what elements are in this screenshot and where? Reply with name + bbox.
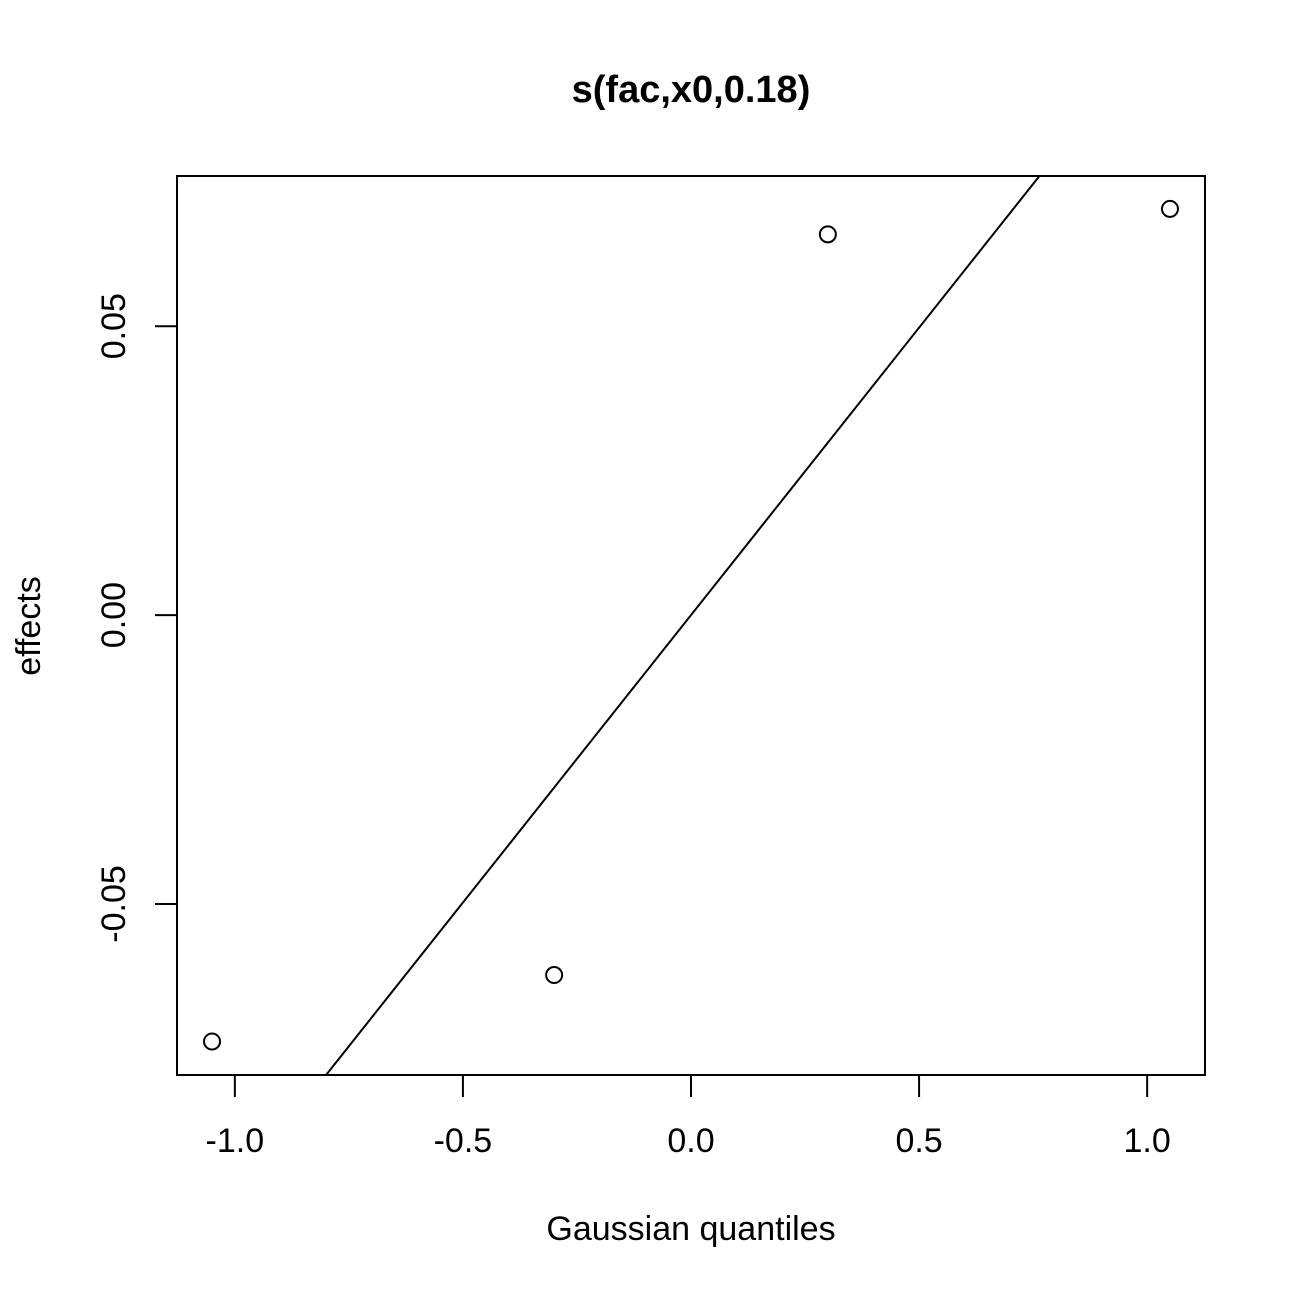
data-point (203, 1032, 222, 1051)
data-point (545, 966, 564, 985)
x-tick-label: -0.5 (434, 1122, 493, 1160)
x-tick-label: 0.5 (895, 1122, 942, 1160)
data-point (818, 225, 837, 244)
y-tick-label: 0.05 (95, 293, 133, 359)
x-tick-label: 1.0 (1124, 1122, 1171, 1160)
data-point (1160, 199, 1179, 218)
reference-line-group (325, 175, 1041, 1076)
x-axis-label: Gaussian quantiles (546, 1210, 835, 1248)
y-axis-label: effects (10, 576, 48, 676)
plot-area (176, 175, 1206, 1076)
y-tick-label: 0.00 (95, 582, 133, 648)
reference-line (325, 175, 1041, 1076)
points-group (203, 199, 1179, 1051)
y-tick-label: -0.05 (95, 865, 133, 943)
y-axis: -0.05 0.00 0.05 (95, 293, 177, 943)
chart-title: s(fac,x0,0.18) (572, 69, 811, 111)
x-tick-label: 0.0 (667, 1122, 714, 1160)
x-axis: -1.0 -0.5 0.0 0.5 1.0 (206, 1075, 1171, 1160)
plot-frame (176, 175, 1206, 1076)
x-tick-label: -1.0 (206, 1122, 265, 1160)
